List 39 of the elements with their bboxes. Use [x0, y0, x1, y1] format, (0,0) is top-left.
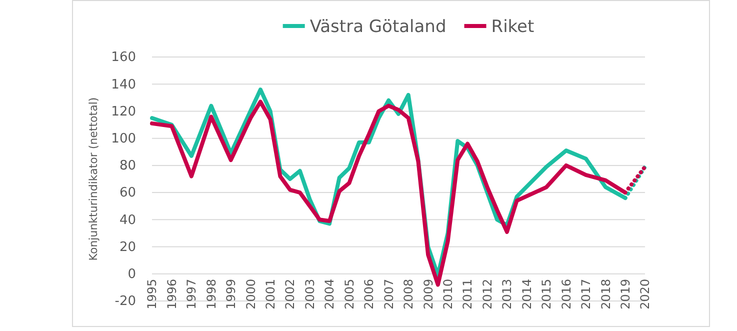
x-tick-label: 1995	[145, 278, 160, 310]
x-tick-label: 1998	[204, 278, 218, 310]
x-tick-label: 2019	[618, 278, 632, 310]
y-tick-label: 20	[119, 240, 136, 255]
y-tick-label: 0	[128, 267, 136, 282]
x-tick-label: 2003	[302, 278, 317, 310]
x-tick-label: 2012	[480, 278, 494, 310]
x-tick-label: 2011	[460, 278, 475, 310]
x-tick-label: 2015	[540, 278, 554, 310]
y-tick-label: 120	[111, 104, 136, 120]
x-tick-label: 2010	[441, 278, 455, 310]
x-tick-label: 2013	[500, 278, 514, 310]
y-tick-label: 160	[111, 50, 136, 66]
legend-label: Västra Götaland	[310, 16, 446, 37]
y-tick-label: -20	[114, 294, 136, 310]
x-tick-label: 2009	[421, 278, 436, 310]
legend-label: Riket	[491, 16, 534, 37]
y-tick-label: 40	[119, 212, 136, 228]
x-tick-label: 2008	[402, 278, 416, 310]
y-tick-label: 80	[119, 158, 136, 174]
x-tick-label: 2017	[579, 278, 594, 310]
x-tick-label: 2002	[283, 278, 298, 310]
y-tick-label: 100	[111, 131, 136, 146]
x-tick-label: 2014	[520, 278, 534, 310]
y-tick-label: 60	[119, 186, 136, 201]
x-tick-label: 2007	[382, 278, 396, 310]
x-tick-label: 2000	[244, 278, 258, 310]
x-tick-label: 1997	[184, 278, 199, 310]
x-tick-label: 2018	[598, 278, 613, 310]
x-tick-label: 1996	[164, 278, 179, 310]
x-tick-label: 2004	[322, 278, 337, 310]
x-tick-label: 1999	[224, 278, 238, 310]
y-tick-label: 140	[111, 77, 136, 92]
x-tick-label: 2016	[559, 278, 574, 310]
x-tick-label: 2020	[638, 278, 652, 310]
x-tick-label: 2006	[362, 278, 376, 310]
x-tick-label: 2005	[342, 278, 356, 310]
x-tick-label: 2001	[264, 278, 278, 310]
y-axis-title: Konjunkturindikator (nettotal)	[87, 97, 100, 261]
